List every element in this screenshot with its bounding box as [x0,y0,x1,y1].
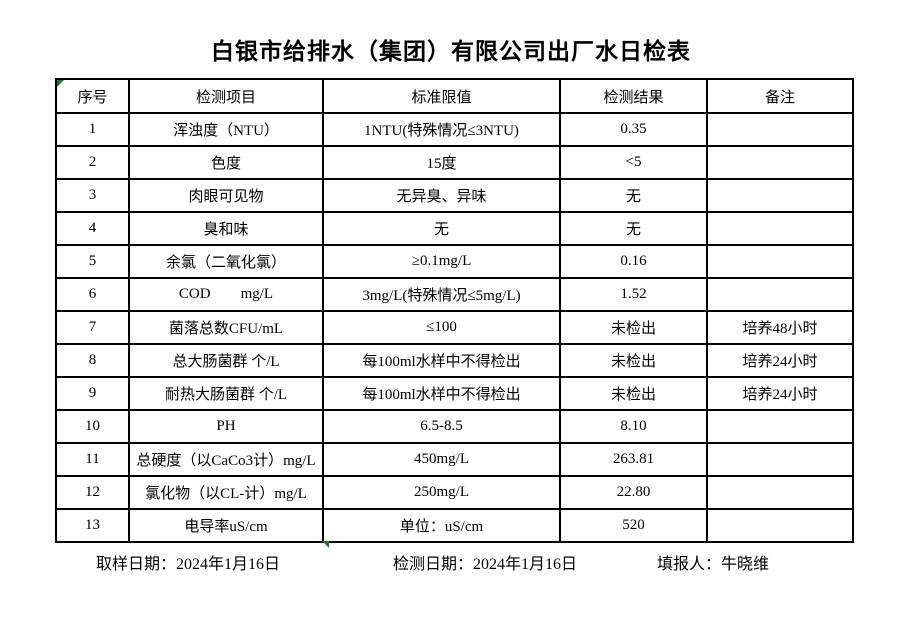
table-row: 2 色度 15度 <5 [55,145,854,180]
cell-limit: 450mg/L [322,442,561,477]
page-title: 白银市给排水（集团）有限公司出厂水日检表 [211,39,691,64]
table-row: 6 COD mg/L 3mg/L(特殊情况≤5mg/L) 1.52 [55,277,854,312]
cell-item: 菌落总数CFU/mL [128,310,324,345]
cell-no: 9 [55,376,130,411]
cell-result: 22.80 [559,475,708,510]
cell-limit: 1NTU(特殊情况≤3NTU) [322,112,561,147]
table-row: 9 耐热大肠菌群 个/L 每100ml水样中不得检出 未检出 培养24小时 [55,376,854,411]
cell-item: 总大肠菌群 个/L [128,343,324,378]
header-cell-no: 序号 [55,78,130,114]
cell-result: 0.16 [559,244,708,279]
cell-note [706,442,854,477]
cell-result: 263.81 [559,442,708,477]
reporter-label: 填报人：牛晓维 [657,556,770,573]
header-cell-item: 检测项目 [128,78,324,114]
cell-item: COD mg/L [128,277,324,312]
cell-note [706,409,854,444]
table-row: 7 菌落总数CFU/mL ≤100 未检出 培养48小时 [55,310,854,345]
cell-item: PH [128,409,324,444]
header-cell-note: 备注 [706,78,854,114]
cell-item: 耐热大肠菌群 个/L [128,376,324,411]
cell-limit: 6.5-8.5 [322,409,561,444]
cell-limit: 3mg/L(特殊情况≤5mg/L) [322,277,561,312]
cell-note [706,244,854,279]
cell-result: 1.52 [559,277,708,312]
header-cell-result: 检测结果 [559,78,708,114]
cell-result: 未检出 [559,376,708,411]
cell-limit: 每100ml水样中不得检出 [322,376,561,411]
cell-item: 氯化物（以CL-计）mg/L [128,475,324,510]
cell-result: 未检出 [559,343,708,378]
cell-limit: 15度 [322,145,561,180]
sample-date-label: 取样日期：2024年1月16日 [96,556,281,573]
cell-result: 8.10 [559,409,708,444]
fill-handle-indicator-icon [322,541,329,548]
cell-no: 13 [55,508,130,543]
cell-note [706,145,854,180]
cell-no: 1 [55,112,130,147]
cell-note [706,508,854,543]
cell-note: 培养24小时 [706,376,854,411]
cell-no: 2 [55,145,130,180]
cell-result: 520 [559,508,708,543]
cell-no: 5 [55,244,130,279]
table-row: 3 肉眼可见物 无异臭、异味 无 [55,178,854,213]
cell-result: <5 [559,145,708,180]
cell-no: 8 [55,343,130,378]
header-cell-limit: 标准限值 [322,78,561,114]
cell-no: 7 [55,310,130,345]
header-row: 序号 检测项目 标准限值 检测结果 备注 [55,78,854,114]
cell-result: 0.35 [559,112,708,147]
table-row: 4 臭和味 无 无 [55,211,854,246]
cell-limit: ≥0.1mg/L [322,244,561,279]
cell-error-indicator-icon [57,80,64,87]
cell-item: 浑浊度（NTU） [128,112,324,147]
cell-item: 肉眼可见物 [128,178,324,213]
cell-item: 臭和味 [128,211,324,246]
cell-limit: ≤100 [322,310,561,345]
cell-no: 11 [55,442,130,477]
cell-note [706,211,854,246]
cell-no: 6 [55,277,130,312]
cell-result: 未检出 [559,310,708,345]
cell-limit: 每100ml水样中不得检出 [322,343,561,378]
cell-note [706,475,854,510]
cell-item: 余氯（二氧化氯） [128,244,324,279]
cell-no: 12 [55,475,130,510]
cell-note [706,277,854,312]
table-row: 10 PH 6.5-8.5 8.10 [55,409,854,444]
cell-no: 4 [55,211,130,246]
cell-limit: 250mg/L [322,475,561,510]
cell-note [706,112,854,147]
cell-item: 色度 [128,145,324,180]
cell-limit: 无异臭、异味 [322,178,561,213]
table-row: 11 总硬度（以CaCo3计）mg/L 450mg/L 263.81 [55,442,854,477]
table-row: 12 氯化物（以CL-计）mg/L 250mg/L 22.80 [55,475,854,510]
cell-no: 3 [55,178,130,213]
cell-note: 培养24小时 [706,343,854,378]
table-row: 8 总大肠菌群 个/L 每100ml水样中不得检出 未检出 培养24小时 [55,343,854,378]
cell-limit: 单位：uS/cm [322,508,561,543]
table-row: 5 余氯（二氧化氯） ≥0.1mg/L 0.16 [55,244,854,279]
cell-note: 培养48小时 [706,310,854,345]
footer-row: 取样日期：2024年1月16日 检测日期：2024年1月16日 填报人：牛晓维 [0,550,902,574]
cell-item: 总硬度（以CaCo3计）mg/L [128,442,324,477]
table-row: 13 电导率uS/cm 单位：uS/cm 520 [55,508,854,543]
cell-item: 电导率uS/cm [128,508,324,543]
cell-limit: 无 [322,211,561,246]
inspection-table: 序号 检测项目 标准限值 检测结果 备注 1 浑浊度（NTU） 1NTU(特殊情… [55,78,854,543]
cell-result: 无 [559,178,708,213]
cell-note [706,178,854,213]
table-row: 1 浑浊度（NTU） 1NTU(特殊情况≤3NTU) 0.35 [55,112,854,147]
cell-result: 无 [559,211,708,246]
cell-no: 10 [55,409,130,444]
test-date-label: 检测日期：2024年1月16日 [393,556,578,573]
